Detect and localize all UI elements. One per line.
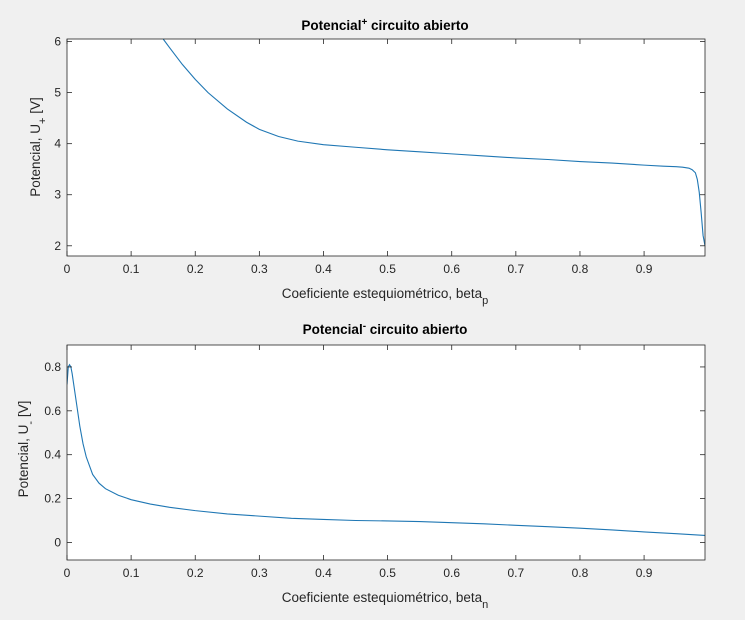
top-x-tick-label: 0.2 xyxy=(187,262,204,276)
bottom-y-tick-label: 0.6 xyxy=(44,404,61,418)
bottom-y-axis-label: Potencial, U- [V] xyxy=(16,401,37,498)
top-y-tick-label: 6 xyxy=(54,35,61,49)
bottom-x-tick-label: 0 xyxy=(64,566,71,580)
top-x-tick-label: 0.3 xyxy=(251,262,268,276)
bottom-x-tick-label: 0.5 xyxy=(379,566,396,580)
top-chart-title: Potencial+ circuito abierto xyxy=(301,17,468,34)
top-x-tick-label: 0.6 xyxy=(443,262,460,276)
top-y-axis-label: Potencial, U+ [V] xyxy=(28,97,49,197)
bottom-x-tick-label: 0.4 xyxy=(315,566,332,580)
bottom-x-axis-label: Coeficiente estequiométrico, betan xyxy=(282,590,489,611)
bottom-y-tick-label: 0.2 xyxy=(44,492,61,506)
bottom-axes-box xyxy=(66,344,706,561)
top-y-tick-label: 2 xyxy=(54,239,61,253)
top-x-tick-label: 0 xyxy=(64,262,71,276)
top-x-tick-label: 0.1 xyxy=(123,262,140,276)
top-x-tick-label: 0.4 xyxy=(315,262,332,276)
bottom-x-tick-label: 0.8 xyxy=(572,566,589,580)
top-x-tick-label: 0.8 xyxy=(572,262,589,276)
bottom-x-tick-label: 0.1 xyxy=(123,566,140,580)
top-x-axis-label: Coeficiente estequiométrico, betap xyxy=(282,286,489,307)
bottom-y-tick-label: 0 xyxy=(54,535,61,549)
bottom-y-tick-label: 0.4 xyxy=(44,448,61,462)
bottom-x-tick-label: 0.6 xyxy=(443,566,460,580)
bottom-x-tick-label: 0.9 xyxy=(636,566,653,580)
bottom-series-line[interactable] xyxy=(67,363,705,536)
top-axes[interactable]: Potencial+ circuito abierto Coeficiente … xyxy=(28,17,706,308)
top-x-tick-label: 0.7 xyxy=(508,262,525,276)
bottom-chart-title: Potencial- circuito abierto xyxy=(303,321,468,338)
top-series-line[interactable] xyxy=(162,39,705,246)
bottom-y-tick-label: 0.8 xyxy=(44,360,61,374)
bottom-x-tick-label: 0.2 xyxy=(187,566,204,580)
top-x-tick-label: 0.9 xyxy=(636,262,653,276)
top-x-tick-label: 0.5 xyxy=(379,262,396,276)
bottom-plot-area[interactable] xyxy=(67,345,705,560)
top-y-tick-label: 4 xyxy=(54,137,61,151)
bottom-x-tick-label: 0.3 xyxy=(251,566,268,580)
top-plot-area[interactable] xyxy=(67,39,705,256)
top-y-tick-label: 5 xyxy=(54,86,61,100)
bottom-axes[interactable]: Potencial- circuito abierto Coeficiente … xyxy=(16,321,706,612)
top-y-tick-label: 3 xyxy=(54,188,61,202)
top-axes-box xyxy=(66,38,706,257)
bottom-x-tick-label: 0.7 xyxy=(508,566,525,580)
